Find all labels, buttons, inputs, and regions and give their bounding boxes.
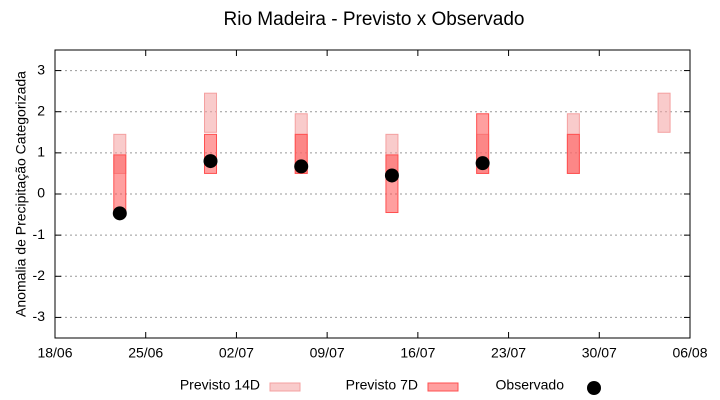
x-tick-label: 25/06 bbox=[128, 345, 163, 361]
observed-point bbox=[203, 154, 218, 169]
range-bar bbox=[204, 92, 218, 133]
y-axis-label: Anomalia de Precipitação Categorizada bbox=[13, 71, 29, 317]
observed-point bbox=[475, 156, 490, 171]
legend-label: Previsto 7D bbox=[346, 377, 418, 393]
legend-swatch bbox=[587, 381, 601, 395]
y-tick-label: -1 bbox=[33, 226, 46, 242]
y-tick-label: 2 bbox=[37, 102, 45, 118]
x-tick-label: 02/07 bbox=[219, 345, 254, 361]
y-tick-label: 3 bbox=[37, 61, 45, 77]
range-bar bbox=[113, 154, 127, 214]
y-tick-label: 1 bbox=[37, 144, 45, 160]
range-bar bbox=[385, 154, 399, 214]
observed-point bbox=[294, 159, 309, 174]
y-tick-label: -3 bbox=[33, 308, 46, 324]
y-tick-label: 0 bbox=[37, 185, 45, 201]
x-tick-label: 09/07 bbox=[310, 345, 345, 361]
legend-label: Observado bbox=[496, 377, 565, 393]
legend-label: Previsto 14D bbox=[180, 377, 260, 393]
x-tick-label: 30/07 bbox=[582, 345, 617, 361]
legend-swatch bbox=[269, 382, 301, 392]
observed-point bbox=[112, 206, 127, 221]
observed-point bbox=[384, 168, 399, 183]
chart-title: Rio Madeira - Previsto x Observado bbox=[224, 9, 525, 30]
x-tick-label: 23/07 bbox=[491, 345, 526, 361]
x-tick-label: 18/06 bbox=[37, 345, 72, 361]
range-bar bbox=[566, 133, 580, 174]
legend-swatch bbox=[427, 382, 459, 392]
x-tick-label: 06/08 bbox=[672, 345, 707, 361]
y-tick-label: -2 bbox=[33, 267, 46, 283]
range-bar bbox=[657, 92, 671, 133]
x-tick-label: 16/07 bbox=[400, 345, 435, 361]
